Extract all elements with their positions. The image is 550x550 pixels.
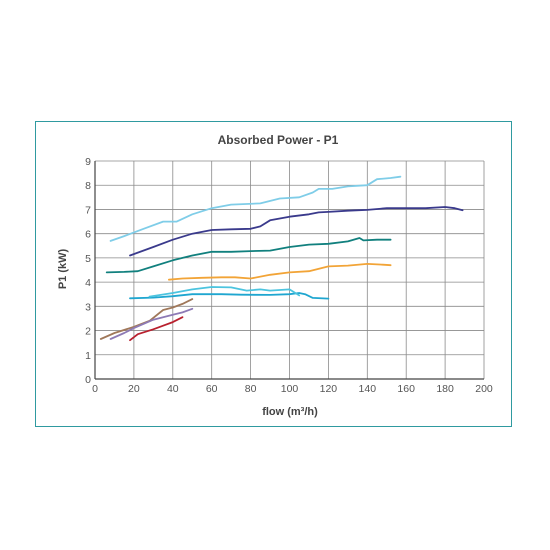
series-line-3: [105, 237, 392, 274]
x-axis-title: flow (m³/h): [262, 406, 318, 418]
series-line-8: [109, 307, 194, 340]
series-line-7: [99, 298, 194, 340]
grid: [95, 160, 485, 379]
series-line-1: [109, 175, 402, 242]
tick-labels: 0 20 40 60 80 100 120 140 160 180 200 0 1 2 3 4 5 6 7 8 9: [85, 156, 493, 395]
series-line-2: [129, 206, 464, 257]
chart-title: Absorbed Power - P1: [218, 133, 339, 147]
y-tick-label: 7: [85, 204, 91, 216]
y-tick-label: 5: [85, 253, 91, 265]
x-tick-label: 120: [320, 383, 338, 395]
chart-frame: Absorbed Power - P1 0 20 40 60 80 100 120 140 16…: [35, 121, 512, 427]
y-tick-label: 6: [85, 229, 91, 241]
x-tick-label: 80: [245, 383, 257, 395]
y-tick-label: 3: [85, 301, 91, 313]
y-tick-label: 2: [85, 326, 91, 338]
y-tick-label: 4: [85, 277, 91, 289]
y-tick-label: 8: [85, 180, 91, 192]
x-tick-label: 100: [281, 383, 299, 395]
series-line-6: [148, 286, 301, 298]
series-line-4: [168, 263, 392, 281]
y-tick-label: 0: [85, 374, 91, 386]
axes: [94, 161, 484, 380]
y-axis-title: P1 (kW): [57, 248, 69, 289]
x-tick-label: 0: [92, 383, 98, 395]
series-lines: [99, 175, 464, 342]
x-tick-label: 140: [359, 383, 377, 395]
x-tick-label: 160: [397, 383, 415, 395]
series-line-9: [129, 316, 184, 342]
x-tick-label: 20: [128, 383, 140, 395]
absorbed-power-chart: Absorbed Power - P1 0 20 40 60 80 100 120 140 16…: [57, 133, 493, 418]
x-tick-label: 40: [167, 383, 179, 395]
y-tick-label: 1: [85, 350, 91, 362]
x-tick-label: 200: [475, 383, 493, 395]
series-line-5: [129, 292, 330, 300]
y-tick-label: 9: [85, 156, 91, 168]
x-tick-label: 180: [436, 383, 454, 395]
x-tick-label: 60: [206, 383, 218, 395]
